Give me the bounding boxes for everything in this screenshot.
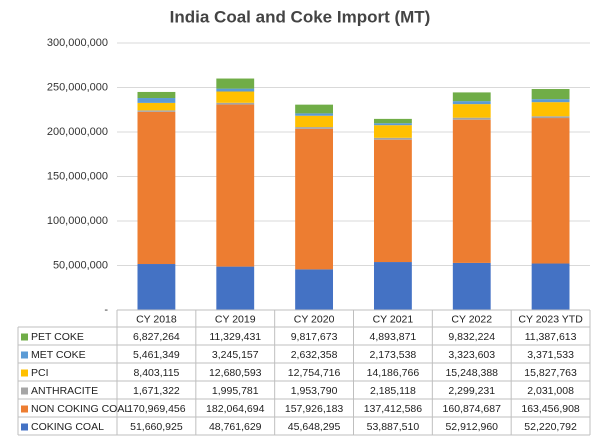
table-value: 45,648,295 <box>288 421 341 433</box>
bar-segment <box>531 118 570 264</box>
bar-segment <box>137 91 176 99</box>
legend-label: NON COKING COAL <box>31 403 130 415</box>
table-value: 2,031,008 <box>527 385 574 397</box>
y-tick-label: 100,000,000 <box>47 215 108 227</box>
table-value: 51,660,925 <box>130 421 183 433</box>
bar-segment <box>295 128 334 270</box>
bar-segment <box>295 127 334 129</box>
table-value: 6,827,264 <box>133 331 180 343</box>
table-value: 137,412,586 <box>364 403 423 415</box>
bar-segment <box>373 118 412 124</box>
legend-label: PET COKE <box>31 331 84 343</box>
bar-segment <box>452 92 491 102</box>
table-value: 3,323,603 <box>448 349 495 361</box>
bar-segment <box>295 269 334 310</box>
bar-segment <box>137 110 176 112</box>
bar-segment <box>295 115 334 128</box>
table-value: 3,245,157 <box>212 349 259 361</box>
bar-segment <box>216 102 255 105</box>
table-value: 1,953,790 <box>291 385 338 397</box>
bar-segment <box>216 104 255 267</box>
table-value: 2,299,231 <box>448 385 495 397</box>
x-tick-label: CY 2018 <box>136 313 177 325</box>
table-value: 15,827,763 <box>524 367 577 379</box>
table-value: 14,186,766 <box>367 367 420 379</box>
bar-segment <box>216 78 255 89</box>
table-value: 12,754,716 <box>288 367 341 379</box>
table-value: 11,329,431 <box>209 331 261 343</box>
table-value: 2,185,118 <box>370 385 416 397</box>
bar-segment <box>452 101 491 105</box>
table-value: 4,893,871 <box>370 331 417 343</box>
legend-swatch <box>21 423 28 431</box>
x-tick-label: CY 2020 <box>294 313 335 325</box>
legend-swatch <box>21 387 28 395</box>
legend-swatch <box>21 351 28 359</box>
y-tick-label: 300,000,000 <box>47 37 108 49</box>
bar-segment <box>216 88 255 92</box>
table-value: 8,403,115 <box>133 367 179 379</box>
bar-segment <box>137 98 176 103</box>
bar-segment <box>452 117 491 120</box>
table-value: 12,680,593 <box>209 367 262 379</box>
x-tick-label: CY 2021 <box>373 313 414 325</box>
x-tick-label: CY 2023 YTD <box>518 313 583 325</box>
y-tick-label: 200,000,000 <box>47 126 108 138</box>
bar-segment <box>295 113 334 116</box>
bar-segment <box>452 119 491 263</box>
bar-segment <box>216 91 255 103</box>
table-value: 2,632,358 <box>291 349 338 361</box>
table-value: 11,387,613 <box>525 331 577 343</box>
chart-title: India Coal and Coke Import (MT) <box>170 7 431 26</box>
bar-segment <box>531 116 570 119</box>
bar-segment <box>373 139 412 263</box>
legend-label: PCI <box>31 367 49 379</box>
table-value: 170,969,456 <box>127 403 186 415</box>
legend-label: MET COKE <box>31 349 86 361</box>
bar-segment <box>452 262 491 310</box>
y-tick-label: 50,000,000 <box>53 259 108 271</box>
y-tick-label: 250,000,000 <box>47 81 108 93</box>
table-value: 5,461,349 <box>133 349 180 361</box>
x-tick-label: CY 2019 <box>215 313 256 325</box>
legend-swatch <box>21 405 28 413</box>
bar-segment <box>373 125 412 138</box>
legend-swatch <box>21 369 28 377</box>
bar-segment <box>531 99 570 103</box>
bar-segment <box>373 123 412 126</box>
table-value: 1,995,781 <box>212 385 259 397</box>
y-tick-label: - <box>104 304 108 316</box>
bar-segment <box>452 104 491 118</box>
bar-segment <box>531 102 570 117</box>
table-value: 53,887,510 <box>367 421 420 433</box>
table-value: 1,671,322 <box>133 385 180 397</box>
bar-segment <box>216 266 255 310</box>
table-value: 160,874,687 <box>443 403 502 415</box>
y-tick-label: 150,000,000 <box>47 170 108 182</box>
bar-segment <box>531 89 570 100</box>
table-value: 52,912,960 <box>445 421 498 433</box>
table-value: 182,064,694 <box>206 403 265 415</box>
table-value: 3,371,533 <box>527 349 574 361</box>
bar-segment <box>137 111 176 265</box>
bar-segment <box>531 263 570 310</box>
bar-segment <box>137 264 176 310</box>
x-tick-label: CY 2022 <box>451 313 492 325</box>
bar-segment <box>373 137 412 140</box>
legend-label: ANTHRACITE <box>31 385 98 397</box>
table-value: 163,456,908 <box>521 403 580 415</box>
table-value: 2,173,538 <box>370 349 417 361</box>
table-value: 52,220,792 <box>524 421 577 433</box>
legend-label: COKING COAL <box>31 421 104 433</box>
bar-segment <box>295 104 334 114</box>
table-value: 157,926,183 <box>285 403 344 415</box>
table-value: 9,817,673 <box>291 331 338 343</box>
legend-swatch <box>21 333 28 341</box>
bar-segment <box>373 262 412 310</box>
bar-segment <box>137 102 176 111</box>
table-value: 48,761,629 <box>209 421 262 433</box>
table-value: 9,832,224 <box>448 331 495 343</box>
table-value: 15,248,388 <box>445 367 498 379</box>
